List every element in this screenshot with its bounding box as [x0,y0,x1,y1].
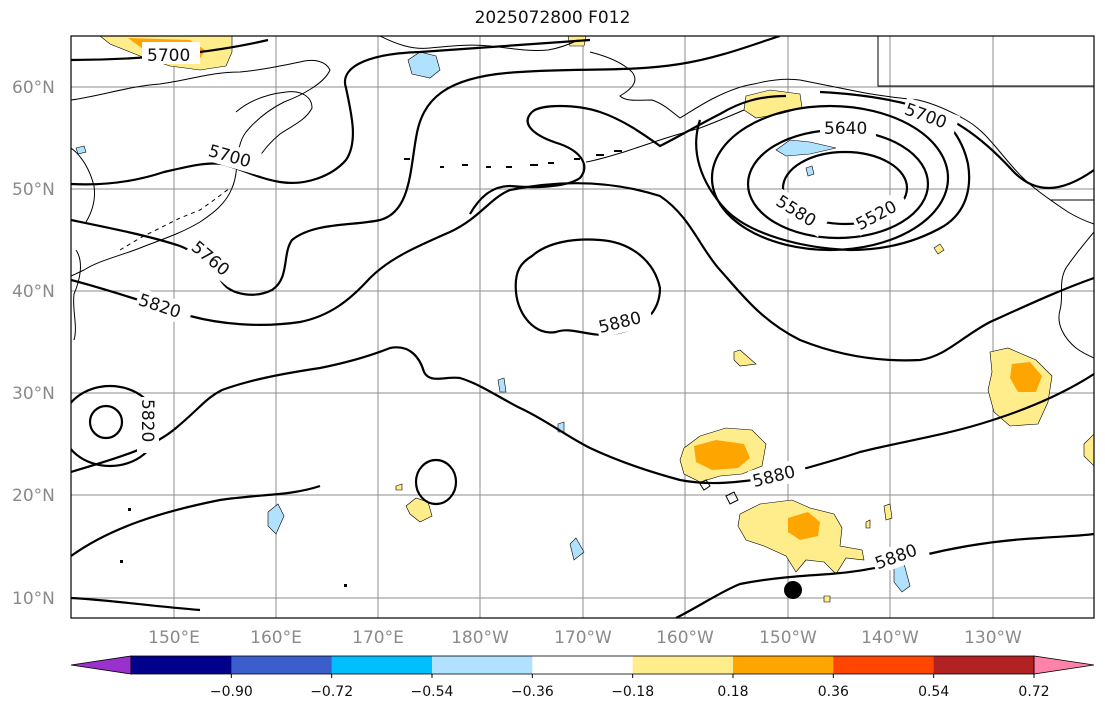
shade-area-small-20n [405,497,433,523]
aleutian-islands [120,150,622,587]
shade-blue-small-4 [75,145,87,155]
latitude-labels: 60°N 50°N 40°N 30°N 20°N 10°N [12,78,55,609]
contour-5640 [710,104,950,252]
colorbar-tick-label: −0.90 [210,684,253,700]
colorbar-tick-label: 0.72 [1018,684,1049,700]
shade-core-south [788,512,820,540]
map-border [70,35,1095,619]
contour-5700-east [819,90,1094,189]
lon-label-130w: 130°W [964,628,1022,648]
colorbar-segment [131,656,232,674]
colorbar-segment [432,656,533,674]
contour-5520 [781,150,909,226]
coast-siberia [71,59,331,277]
lat-label-10n: 10°N [12,589,55,609]
colorbar-tick-label: 0.54 [918,684,949,700]
colorbar-extend-high [1033,655,1095,675]
lat-label-30n: 30°N [12,384,55,404]
colorbar-extend-low [70,655,132,675]
contour-5760-loop-inner [469,111,586,215]
longitude-labels: 150°E 160°E 170°E 180°W 170°W 160°W 150°… [148,628,1022,648]
map-title: 2025072800 F012 [474,8,631,28]
shade-area-dot-5 [933,243,945,255]
lon-label-180w: 180°W [451,628,509,648]
lon-label-150e: 150°E [148,628,200,648]
coast-west-na [1058,231,1094,359]
contour-5880-south [71,484,321,557]
lat-label-60n: 60°N [12,78,55,98]
shade-blue-small-2 [497,377,507,393]
contour-5820 [71,182,1094,362]
coast-kamchatka [235,91,313,163]
colorbar-tick-label: −0.54 [411,684,454,700]
coast-canada-border [877,36,1094,87]
shade-blue-gulf [775,139,837,157]
lat-label-40n: 40°N [12,282,55,302]
shade-core-hawaii [694,440,750,470]
shade-area-dot-1 [395,483,403,491]
lon-label-160w: 160°W [656,628,714,648]
shade-area-small-34n [733,349,757,367]
lon-label-160e: 160°E [250,628,302,648]
lon-label-140w: 140°W [861,628,919,648]
height-contours [71,36,1094,618]
shade-area-east-edge [1083,433,1094,467]
coast-japan-north [71,147,95,223]
lat-label-50n: 50°N [12,180,55,200]
coast-alaska-peninsula [585,109,745,163]
contour-5760-loop [531,94,787,148]
coast-alaska-south [799,79,1094,225]
colorbar-segment [231,656,333,674]
hawaiian-islands [699,479,739,505]
colorbar-tick-label: −0.36 [511,684,554,700]
colorbar-segment [331,656,433,674]
lon-label-150w: 150°W [759,628,817,648]
coastlines [71,36,1094,359]
coast-japan-south [73,249,81,341]
contour-label-5700-nw: 5700 [147,46,190,66]
storm-marker [784,581,802,599]
colorbar-segment [833,656,935,674]
contour-5820-west-inner [88,404,124,440]
shade-area-dot-4 [823,595,831,603]
shade-blue-south-1 [267,503,285,535]
coast-alaska-west [589,51,801,119]
colorbar-tick-label: 0.36 [818,684,849,700]
contour-5700-north [71,38,591,186]
colorbar-segment [532,656,634,674]
lon-label-170e: 170°E [352,628,404,648]
contour-5880 [71,346,1094,485]
shade-core-ne-coast [1010,362,1042,392]
colorbar: −0.90 −0.72 −0.54 −0.36 −0.18 0.18 0.36 0.54 0.7… [70,655,1095,700]
shade-blue-small [805,165,815,177]
colorbar-segment [933,656,1035,674]
colorbar-border [130,655,1035,675]
contour-5880-small [414,458,458,506]
colorbar-segment [733,656,834,674]
coast-kuril [119,187,231,251]
colorbar-tick-label: −0.72 [310,684,353,700]
colorbar-tick-label: 0.18 [717,684,748,700]
contour-label-5820-sw: 5820 [137,399,157,442]
shade-area-dot-3 [865,519,871,529]
shade-blue-south-2 [569,537,585,561]
lon-label-170w: 170°W [554,628,612,648]
contour-5880-bottom [71,596,201,612]
lat-label-20n: 20°N [12,486,55,506]
contour-label-5640: 5640 [824,119,867,139]
colorbar-tick-label: −0.18 [611,684,654,700]
colorbar-segment [632,656,734,674]
shade-area-dot-2 [883,503,893,521]
